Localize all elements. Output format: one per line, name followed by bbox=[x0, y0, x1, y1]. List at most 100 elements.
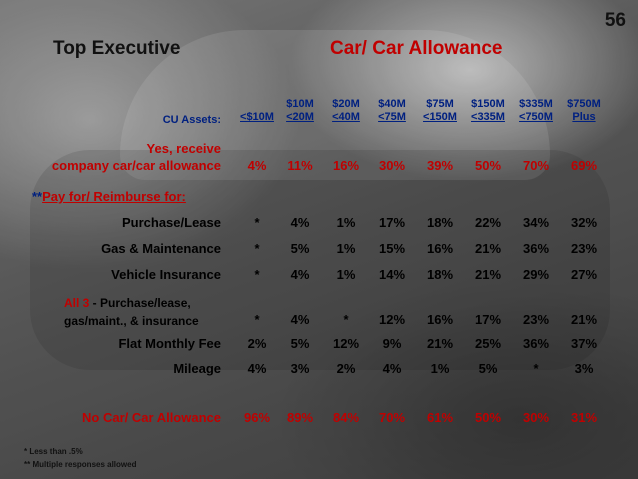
value-cell-yes: 39% bbox=[426, 158, 454, 173]
value-cell-insurance: * bbox=[254, 267, 260, 282]
value-cell-all3: 12% bbox=[378, 312, 406, 327]
value-cell-yes: 16% bbox=[332, 158, 360, 173]
value-cell-nocar: 31% bbox=[570, 410, 598, 425]
column-header: $750M Plus bbox=[559, 98, 609, 124]
value-cell-insurance: 29% bbox=[522, 267, 550, 282]
value-cell-all3: 4% bbox=[290, 312, 310, 327]
value-cell-nocar: 61% bbox=[426, 410, 454, 425]
column-header-top: $150M bbox=[471, 98, 505, 110]
value-cell-gas: 1% bbox=[336, 241, 356, 256]
pay-for-heading: **Pay for/ Reimburse for: bbox=[32, 189, 186, 204]
column-header-top: $40M bbox=[378, 98, 406, 110]
pay-prefix: ** bbox=[32, 189, 43, 204]
value-cell-mileage: * bbox=[533, 361, 539, 376]
value-cell-nocar: 84% bbox=[332, 410, 360, 425]
value-cell-all3: 17% bbox=[474, 312, 502, 327]
column-header: $40M <75M bbox=[367, 98, 417, 124]
value-cell-purchase: * bbox=[254, 215, 260, 230]
column-header-bottom: <335M bbox=[471, 111, 505, 123]
value-cell-flat: 37% bbox=[570, 336, 598, 351]
value-cell-yes: 69% bbox=[570, 158, 598, 173]
flat-fee-label: Flat Monthly Fee bbox=[118, 336, 221, 351]
value-cell-mileage: 3% bbox=[290, 361, 310, 376]
all3-label-a: All 3 bbox=[64, 296, 90, 310]
value-cell-gas: 21% bbox=[474, 241, 502, 256]
column-header: $10M <20M bbox=[275, 98, 325, 124]
value-cell-insurance: 21% bbox=[474, 267, 502, 282]
column-header: $20M <40M bbox=[321, 98, 371, 124]
value-cell-flat: 36% bbox=[522, 336, 550, 351]
value-cell-mileage: 3% bbox=[574, 361, 594, 376]
no-car-label: No Car/ Car Allowance bbox=[82, 410, 221, 425]
value-cell-yes: 30% bbox=[378, 158, 406, 173]
value-cell-yes: 70% bbox=[522, 158, 550, 173]
column-header-bottom: <750M bbox=[519, 111, 553, 123]
column-header: $150M <335M bbox=[463, 98, 513, 124]
value-cell-mileage: 4% bbox=[382, 361, 402, 376]
value-cell-gas: 36% bbox=[522, 241, 550, 256]
value-cell-mileage: 4% bbox=[247, 361, 267, 376]
value-cell-all3: 16% bbox=[426, 312, 454, 327]
value-cell-gas: 16% bbox=[426, 241, 454, 256]
value-cell-flat: 9% bbox=[382, 336, 402, 351]
insurance-label: Vehicle Insurance bbox=[111, 267, 221, 282]
value-cell-purchase: 34% bbox=[522, 215, 550, 230]
value-cell-flat: 2% bbox=[247, 336, 267, 351]
value-cell-mileage: 2% bbox=[336, 361, 356, 376]
footnote-2: ** Multiple responses allowed bbox=[24, 460, 137, 469]
value-cell-nocar: 50% bbox=[474, 410, 502, 425]
value-cell-nocar: 70% bbox=[378, 410, 406, 425]
value-cell-gas: * bbox=[254, 241, 260, 256]
background-car-shape bbox=[30, 150, 610, 370]
column-header-top: $10M bbox=[286, 98, 314, 110]
value-cell-all3: * bbox=[254, 312, 260, 327]
yes-label-1: Yes, receive bbox=[146, 141, 221, 156]
value-cell-flat: 12% bbox=[332, 336, 360, 351]
value-cell-all3: * bbox=[343, 312, 349, 327]
value-cell-insurance: 1% bbox=[336, 267, 356, 282]
title-right: Car/ Car Allowance bbox=[330, 38, 503, 59]
value-cell-insurance: 18% bbox=[426, 267, 454, 282]
value-cell-nocar: 89% bbox=[286, 410, 314, 425]
value-cell-mileage: 5% bbox=[478, 361, 498, 376]
value-cell-yes: 11% bbox=[287, 158, 313, 173]
value-cell-yes: 50% bbox=[474, 158, 502, 173]
all3-label-b: - Purchase/lease, bbox=[89, 296, 191, 310]
value-cell-flat: 21% bbox=[426, 336, 454, 351]
footnote-1: * Less than .5% bbox=[24, 447, 83, 456]
column-header-top: $750M bbox=[567, 98, 601, 110]
value-cell-gas: 23% bbox=[570, 241, 598, 256]
background-car-shape bbox=[120, 30, 550, 180]
value-cell-purchase: 17% bbox=[378, 215, 406, 230]
value-cell-purchase: 22% bbox=[474, 215, 502, 230]
value-cell-insurance: 4% bbox=[290, 267, 310, 282]
value-cell-insurance: 14% bbox=[378, 267, 406, 282]
column-header-top: $335M bbox=[519, 98, 553, 110]
column-header-top: $75M bbox=[426, 98, 454, 110]
value-cell-flat: 5% bbox=[290, 336, 310, 351]
value-cell-mileage: 1% bbox=[430, 361, 450, 376]
page-number: 56 bbox=[604, 10, 626, 31]
value-cell-nocar: 30% bbox=[522, 410, 550, 425]
value-cell-nocar: 96% bbox=[243, 410, 271, 425]
value-cell-flat: 25% bbox=[474, 336, 502, 351]
value-cell-gas: 15% bbox=[378, 241, 406, 256]
column-header: $335M <750M bbox=[511, 98, 561, 124]
purchase-label: Purchase/Lease bbox=[121, 215, 221, 230]
mileage-label: Mileage bbox=[173, 361, 221, 376]
value-cell-all3: 23% bbox=[522, 312, 550, 327]
column-header-bottom: <40M bbox=[332, 111, 360, 123]
value-cell-purchase: 32% bbox=[570, 215, 598, 230]
column-header-bottom: <75M bbox=[378, 111, 406, 123]
value-cell-purchase: 18% bbox=[426, 215, 454, 230]
value-cell-all3: 21% bbox=[570, 312, 598, 327]
value-cell-yes: 4% bbox=[247, 158, 267, 173]
column-header: <$10M bbox=[232, 98, 282, 124]
all3-label-c: gas/maint., & insurance bbox=[64, 314, 199, 328]
all3-label: All 3 - Purchase/lease, gas/maint., & in… bbox=[64, 294, 199, 330]
column-header-bottom: <20M bbox=[286, 111, 314, 123]
column-header-bottom: <$10M bbox=[240, 111, 274, 123]
column-header-bottom: <150M bbox=[423, 111, 457, 123]
value-cell-gas: 5% bbox=[290, 241, 310, 256]
